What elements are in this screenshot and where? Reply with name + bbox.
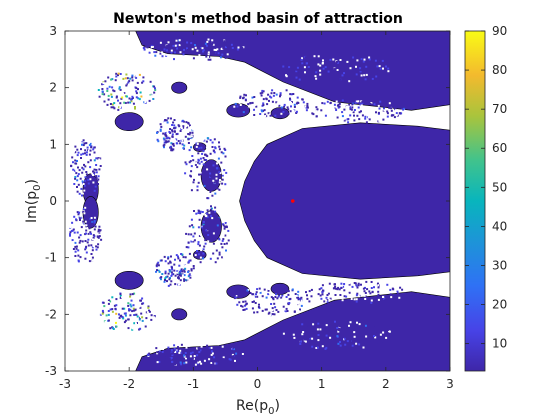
x-tick-label: 1 <box>318 377 326 391</box>
small-basin <box>114 270 144 290</box>
x-tick-label: -1 <box>187 377 199 391</box>
colorbar-tick-label: 10 <box>492 337 507 351</box>
small-basin <box>171 308 188 321</box>
root-marker <box>290 199 295 203</box>
y-axis-label-subscript: 0 <box>32 184 43 190</box>
y-tick-label: -2 <box>45 307 57 321</box>
plot-area <box>65 31 450 371</box>
y-tick-label: 1 <box>49 137 57 151</box>
colorbar <box>464 30 486 372</box>
y-tick-label: -1 <box>45 251 57 265</box>
y-tick-label: 2 <box>49 81 57 95</box>
y-axis-ticks: -3 -2 -1 0 1 2 3 <box>45 24 450 378</box>
x-tick-label: 0 <box>254 377 262 391</box>
y-tick-label: -3 <box>45 364 57 378</box>
y-axis-label: Im(p0) <box>24 179 43 223</box>
colorbar-tick-label: 70 <box>492 102 507 116</box>
colorbar-tick-label: 90 <box>492 24 507 38</box>
fractal-boundary <box>69 38 407 367</box>
main-basin <box>239 122 450 280</box>
x-tick-label: -3 <box>59 377 71 391</box>
x-axis-label: Re(p0) <box>236 398 280 417</box>
colorbar-tick-label: 50 <box>492 180 507 194</box>
y-tick-label: 0 <box>49 194 57 208</box>
x-axis-label-subscript: 0 <box>268 406 274 417</box>
x-tick-label: 2 <box>382 377 390 391</box>
small-basin <box>270 107 290 120</box>
colorbar-tick-label: 60 <box>492 141 507 155</box>
colorbar-tick-label: 80 <box>492 63 507 77</box>
x-axis-ticks: -3 -2 -1 0 1 2 3 <box>59 31 454 391</box>
small-basin <box>226 284 251 299</box>
x-tick-label: 3 <box>446 377 454 391</box>
colorbar-tick-label: 40 <box>492 219 507 233</box>
small-basin <box>114 112 144 132</box>
small-basin <box>171 81 188 94</box>
colorbar-tick-label: 20 <box>492 298 507 312</box>
y-tick-label: 3 <box>49 24 57 38</box>
chart-title: Newton's method basin of attraction <box>113 11 403 27</box>
x-tick-label: -2 <box>123 377 135 391</box>
colorbar-tick-label: 30 <box>492 258 507 272</box>
colorbar-ticks: 10 20 30 40 50 60 70 80 90 <box>465 24 507 351</box>
small-basin <box>226 103 251 118</box>
